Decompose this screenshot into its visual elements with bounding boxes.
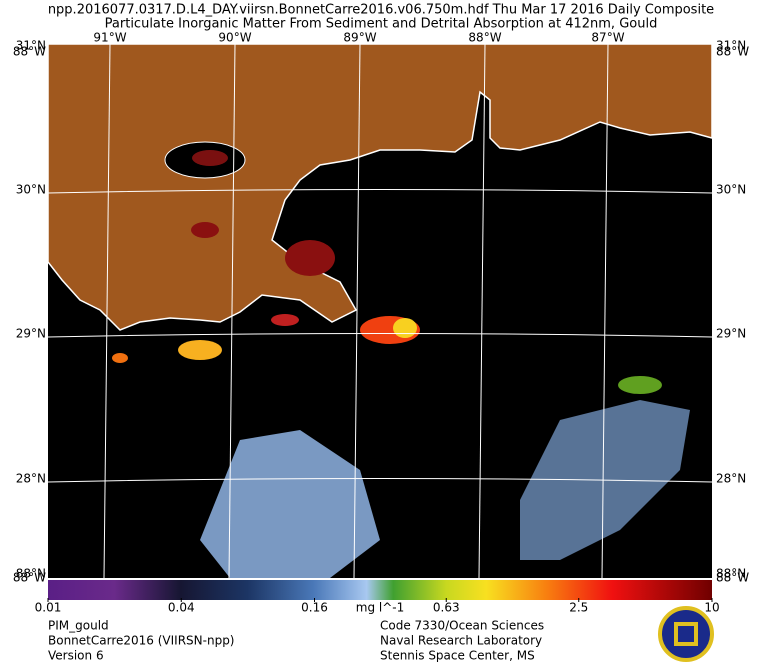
corner-label: 88°W [716, 571, 749, 585]
longitude-label: 87°W [591, 31, 624, 45]
sediment-patch [112, 353, 128, 363]
meridian [601, 43, 609, 579]
colorbar-tick-label: 10 [704, 601, 719, 615]
colorbar-tick-label: 2.5 [569, 601, 588, 615]
longitude-label: 91°W [93, 31, 126, 45]
sediment-patch [191, 222, 219, 238]
latitude-label: 30°N [16, 183, 46, 197]
latitude-label: 29°N [16, 327, 46, 341]
footer-right: Naval Research Laboratory [380, 634, 542, 648]
sediment-patch [271, 314, 299, 326]
parallel [47, 333, 713, 338]
parallel [47, 478, 713, 483]
sediment-patch [618, 376, 662, 394]
longitude-label: 90°W [218, 31, 251, 45]
longitude-label: 88°W [468, 31, 501, 45]
corner-label: 88°N [716, 567, 746, 581]
sediment-patch [285, 240, 335, 276]
sediment-patch [192, 150, 228, 166]
corner-label: 88°N [16, 567, 46, 581]
corner-label: 88°W [716, 45, 749, 59]
meridian [478, 43, 486, 579]
latitude-label: 30°N [716, 183, 746, 197]
sediment-patch [178, 340, 222, 360]
longitude-label: 89°W [343, 31, 376, 45]
colorbar-unit: mg l^-1 [356, 601, 404, 615]
sediment-patch [393, 318, 417, 338]
footer-right: Stennis Space Center, MS [380, 649, 535, 663]
subtitle: Particulate Inorganic Matter From Sedime… [105, 17, 658, 32]
title: npp.2016077.0317.D.L4_DAY.viirsn.BonnetC… [48, 3, 714, 18]
corner-label: 88°W [13, 45, 46, 59]
colorbar [48, 580, 712, 600]
colorbar-tick-label: 0.16 [301, 601, 328, 615]
latitude-label: 28°N [16, 472, 46, 486]
meridian [228, 43, 236, 579]
colorbar-tick-label: 0.04 [168, 601, 195, 615]
footer-left: BonnetCarre2016 (VIIRSN-npp) [48, 634, 235, 648]
latitude-label: 28°N [716, 472, 746, 486]
corner-label: 31°N [16, 39, 46, 53]
footer-right: Code 7330/Ocean Sciences [380, 619, 544, 633]
sediment-patch [200, 430, 380, 578]
footer-left: PIM_gould [48, 619, 109, 633]
logo [658, 606, 714, 662]
footer-left: Version 6 [48, 649, 104, 663]
latitude-label: 29°N [716, 327, 746, 341]
parallel [47, 189, 713, 194]
meridian [353, 43, 361, 579]
meridian [103, 43, 111, 579]
corner-label: 31°N [716, 39, 746, 53]
corner-label: 88°W [13, 571, 46, 585]
land [47, 43, 713, 331]
colorbar-tick-label: 0.63 [433, 601, 460, 615]
colorbar-tick-label: 0.01 [35, 601, 62, 615]
